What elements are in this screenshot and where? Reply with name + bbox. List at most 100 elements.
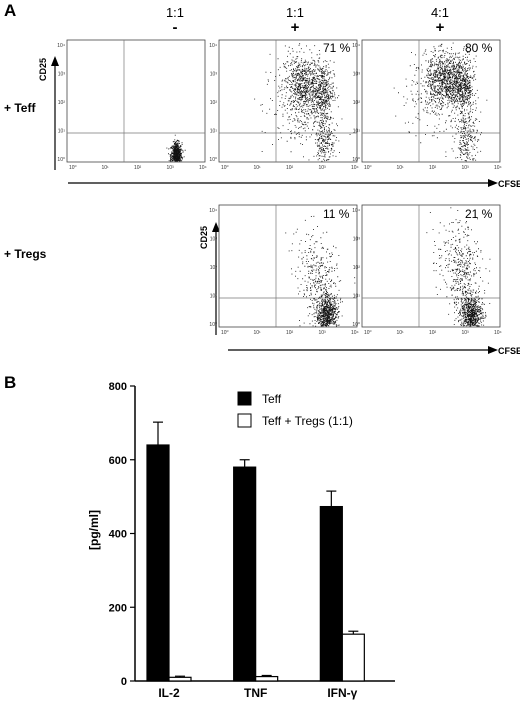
- x-tick-label: 10³: [319, 330, 327, 336]
- x-tick-label: 10³: [319, 165, 327, 171]
- y-tick-label: 10³: [210, 72, 218, 78]
- legend-label-teff-tregs: Teff + Tregs (1:1): [262, 414, 353, 428]
- x-tick-label: 10⁰: [69, 165, 77, 171]
- percent-label-tregs-2: 11 %: [323, 207, 350, 221]
- event-dots: [393, 42, 488, 162]
- legend-swatch-teff-tregs: [237, 413, 252, 428]
- x-tick-label: 10²: [429, 330, 437, 336]
- bar-tnf-teff-tregs: [255, 675, 279, 682]
- svg-text:+: +: [436, 19, 445, 36]
- y-tick-label: 10⁰: [57, 157, 65, 163]
- plot-frame: [361, 204, 501, 328]
- event-dots: [426, 207, 491, 327]
- svg-text:+: +: [291, 19, 300, 36]
- bar-il2-teff: [146, 444, 170, 682]
- svg-text:1:1: 1:1: [166, 5, 184, 20]
- x-tick-label: 10¹: [397, 330, 405, 336]
- dot-plot-teff-2: 10⁰ 10⁰ 10¹ 10¹ 10² 10² 10³ 10³ 10⁴ 10⁴: [209, 39, 359, 171]
- y-tick-label: 600: [109, 455, 127, 467]
- y-tick-label: 10²: [210, 265, 218, 271]
- y-tick-label: 10³: [353, 237, 361, 243]
- y-tick-label: 10⁰: [209, 322, 217, 328]
- bar-ifn-teff: [319, 505, 343, 682]
- x-tick-label: 10⁴: [351, 165, 359, 171]
- row-label-tregs: + Tregs: [4, 247, 47, 261]
- x-tick-label: 10⁴: [494, 330, 502, 336]
- y-tick-label: 200: [109, 602, 127, 614]
- category-label: IL-2: [158, 686, 180, 700]
- y-tick-label: 10¹: [58, 129, 66, 135]
- dot-plot-tregs-2: 10⁰ 10⁰ 10¹ 10¹ 10² 10² 10³ 10³ 10⁴ 10⁴: [209, 204, 359, 336]
- y-tick-label: 10³: [210, 237, 218, 243]
- y-tick-label: 10⁴: [209, 43, 217, 49]
- bar-il2-teff-tregs: [168, 676, 192, 682]
- x-tick-label: 10²: [286, 165, 294, 171]
- x-tick-label: 10²: [134, 165, 142, 171]
- percent-label-teff-2: 71 %: [323, 41, 351, 55]
- svg-text:4:1: 4:1: [431, 5, 449, 20]
- y-tick-label: 10⁴: [209, 208, 217, 214]
- teff-axes: [51, 56, 498, 187]
- dot-plot-teff-1: 10⁰ 10⁰ 10¹ 10¹ 10² 10² 10³ 10³ 10⁴ 10⁴: [57, 39, 207, 171]
- percent-label-tregs-3: 21 %: [465, 207, 493, 221]
- y-tick-label: 10¹: [353, 294, 361, 300]
- plot-frame: [361, 39, 501, 163]
- y-tick-label: 400: [109, 529, 127, 541]
- x-tick-label: 10⁴: [199, 165, 207, 171]
- event-dots: [166, 134, 186, 162]
- teff-x-axis-label: CFSE: [498, 179, 520, 189]
- x-tick-label: 10³: [462, 330, 470, 336]
- y-tick-label: 10⁰: [352, 157, 360, 163]
- y-tick-label: 10³: [58, 72, 66, 78]
- panel-letter-b: B: [4, 373, 16, 392]
- dot-plot-teff-3: 10⁰ 10⁰ 10¹ 10¹ 10² 10² 10³ 10³ 10⁴ 10⁴: [352, 39, 502, 171]
- y-tick-label: 10²: [353, 100, 361, 106]
- tregs-axes: [212, 222, 498, 354]
- y-tick-label: 10⁰: [209, 157, 217, 163]
- y-tick-label: 10¹: [210, 294, 218, 300]
- svg-text:1:1: 1:1: [286, 5, 304, 20]
- y-tick-label: 0: [121, 676, 127, 688]
- bar-y-axis-label: [pg/ml]: [87, 510, 101, 550]
- y-tick-label: 10¹: [353, 129, 361, 135]
- bar-chart: 0 200 400 600 800 IL-2 TNF IFN-γ: [109, 381, 395, 700]
- y-tick-label: 10⁰: [352, 322, 360, 328]
- svg-text:-: -: [173, 19, 178, 36]
- x-tick-label: 10¹: [254, 165, 262, 171]
- row-label-teff: + Teff: [4, 101, 36, 115]
- y-tick-label: 10²: [210, 100, 218, 106]
- x-tick-label: 10⁰: [364, 330, 372, 336]
- tregs-y-axis-label: CD25: [199, 226, 209, 249]
- flow-plots: 10⁰10⁰10¹10¹10²10²10³10³10⁴10⁴10⁰10⁰10¹1…: [57, 39, 502, 336]
- legend-swatch-teff: [237, 391, 252, 406]
- event-dots: [254, 43, 351, 162]
- bar-legend: Teff Teff + Tregs (1:1): [237, 391, 353, 428]
- x-tick-label: 10³: [462, 165, 470, 171]
- plot-frame: [218, 204, 358, 328]
- x-tick-label: 10³: [167, 165, 175, 171]
- tregs-x-axis-label: CFSE: [498, 346, 520, 356]
- x-tick-label: 10⁰: [221, 165, 229, 171]
- x-tick-label: 10⁴: [351, 330, 359, 336]
- bar-ifn-teff-tregs: [341, 633, 365, 682]
- category-label: TNF: [244, 686, 267, 700]
- y-tick-label: 10¹: [210, 129, 218, 135]
- y-tick-label: 10²: [58, 100, 66, 106]
- category-label: IFN-γ: [327, 686, 357, 700]
- x-tick-label: 10⁰: [221, 330, 229, 336]
- x-tick-label: 10¹: [397, 165, 405, 171]
- x-tick-label: 10²: [286, 330, 294, 336]
- column-header-2: 1:1 +: [286, 5, 304, 36]
- x-tick-label: 10¹: [254, 330, 262, 336]
- plot-frame: [66, 39, 206, 163]
- legend-label-teff: Teff: [262, 392, 282, 406]
- y-tick-label: 10³: [353, 72, 361, 78]
- x-tick-label: 10²: [429, 165, 437, 171]
- x-tick-label: 10⁴: [494, 165, 502, 171]
- column-header-3: 4:1 +: [431, 5, 449, 36]
- x-tick-label: 10¹: [102, 165, 110, 171]
- y-tick-label: 10⁴: [352, 208, 360, 214]
- dot-plot-tregs-3: 10⁰ 10⁰ 10¹ 10¹ 10² 10² 10³ 10³ 10⁴ 10⁴: [352, 204, 502, 336]
- x-tick-label: 10⁰: [364, 165, 372, 171]
